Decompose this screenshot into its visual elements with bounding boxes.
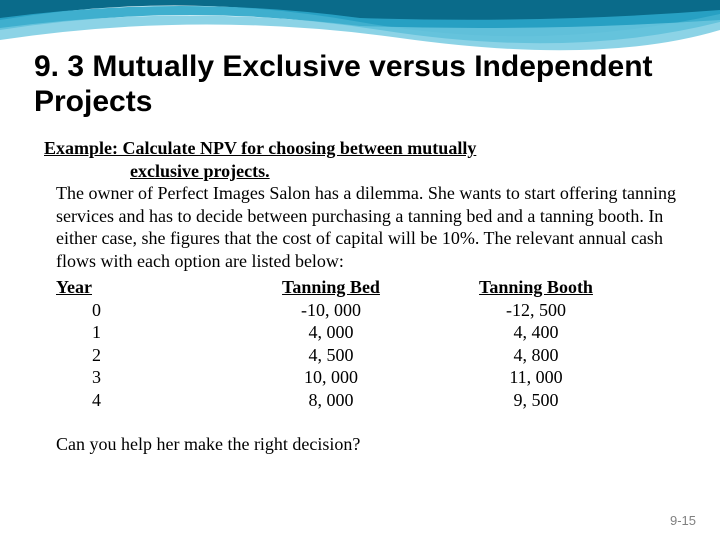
cell-booth: -12, 500 bbox=[436, 299, 636, 322]
closing-question: Can you help her make the right decision… bbox=[56, 433, 686, 456]
table-row: 3 10, 000 11, 000 bbox=[56, 366, 656, 389]
table-row: 2 4, 500 4, 800 bbox=[56, 344, 656, 367]
header-tanning-bed: Tanning Bed bbox=[226, 276, 436, 299]
table-row: 1 4, 000 4, 400 bbox=[56, 321, 656, 344]
slide-content: 9. 3 Mutually Exclusive versus Independe… bbox=[0, 0, 720, 540]
table-header-row: Year Tanning Bed Tanning Booth bbox=[56, 276, 656, 299]
cell-year: 0 bbox=[56, 299, 226, 322]
cell-booth: 4, 800 bbox=[436, 344, 636, 367]
cell-year: 1 bbox=[56, 321, 226, 344]
cashflow-table: Year Tanning Bed Tanning Booth 0 -10, 00… bbox=[56, 276, 656, 411]
header-year: Year bbox=[56, 276, 226, 299]
table-row: 4 8, 000 9, 500 bbox=[56, 389, 656, 412]
example-heading-line1: Example: Calculate NPV for choosing betw… bbox=[44, 137, 686, 160]
example-paragraph: The owner of Perfect Images Salon has a … bbox=[56, 182, 686, 272]
body-text: Example: Calculate NPV for choosing betw… bbox=[44, 137, 686, 456]
cell-bed: -10, 000 bbox=[226, 299, 436, 322]
header-tanning-booth: Tanning Booth bbox=[436, 276, 636, 299]
cell-bed: 4, 000 bbox=[226, 321, 436, 344]
cell-booth: 11, 000 bbox=[436, 366, 636, 389]
slide-title: 9. 3 Mutually Exclusive versus Independe… bbox=[34, 50, 686, 119]
cell-year: 4 bbox=[56, 389, 226, 412]
cell-bed: 8, 000 bbox=[226, 389, 436, 412]
cell-year: 3 bbox=[56, 366, 226, 389]
cell-booth: 4, 400 bbox=[436, 321, 636, 344]
cell-bed: 4, 500 bbox=[226, 344, 436, 367]
cell-booth: 9, 500 bbox=[436, 389, 636, 412]
cell-year: 2 bbox=[56, 344, 226, 367]
table-row: 0 -10, 000 -12, 500 bbox=[56, 299, 656, 322]
example-heading-line2: exclusive projects. bbox=[130, 160, 686, 183]
page-number: 9-15 bbox=[670, 513, 696, 528]
cell-bed: 10, 000 bbox=[226, 366, 436, 389]
